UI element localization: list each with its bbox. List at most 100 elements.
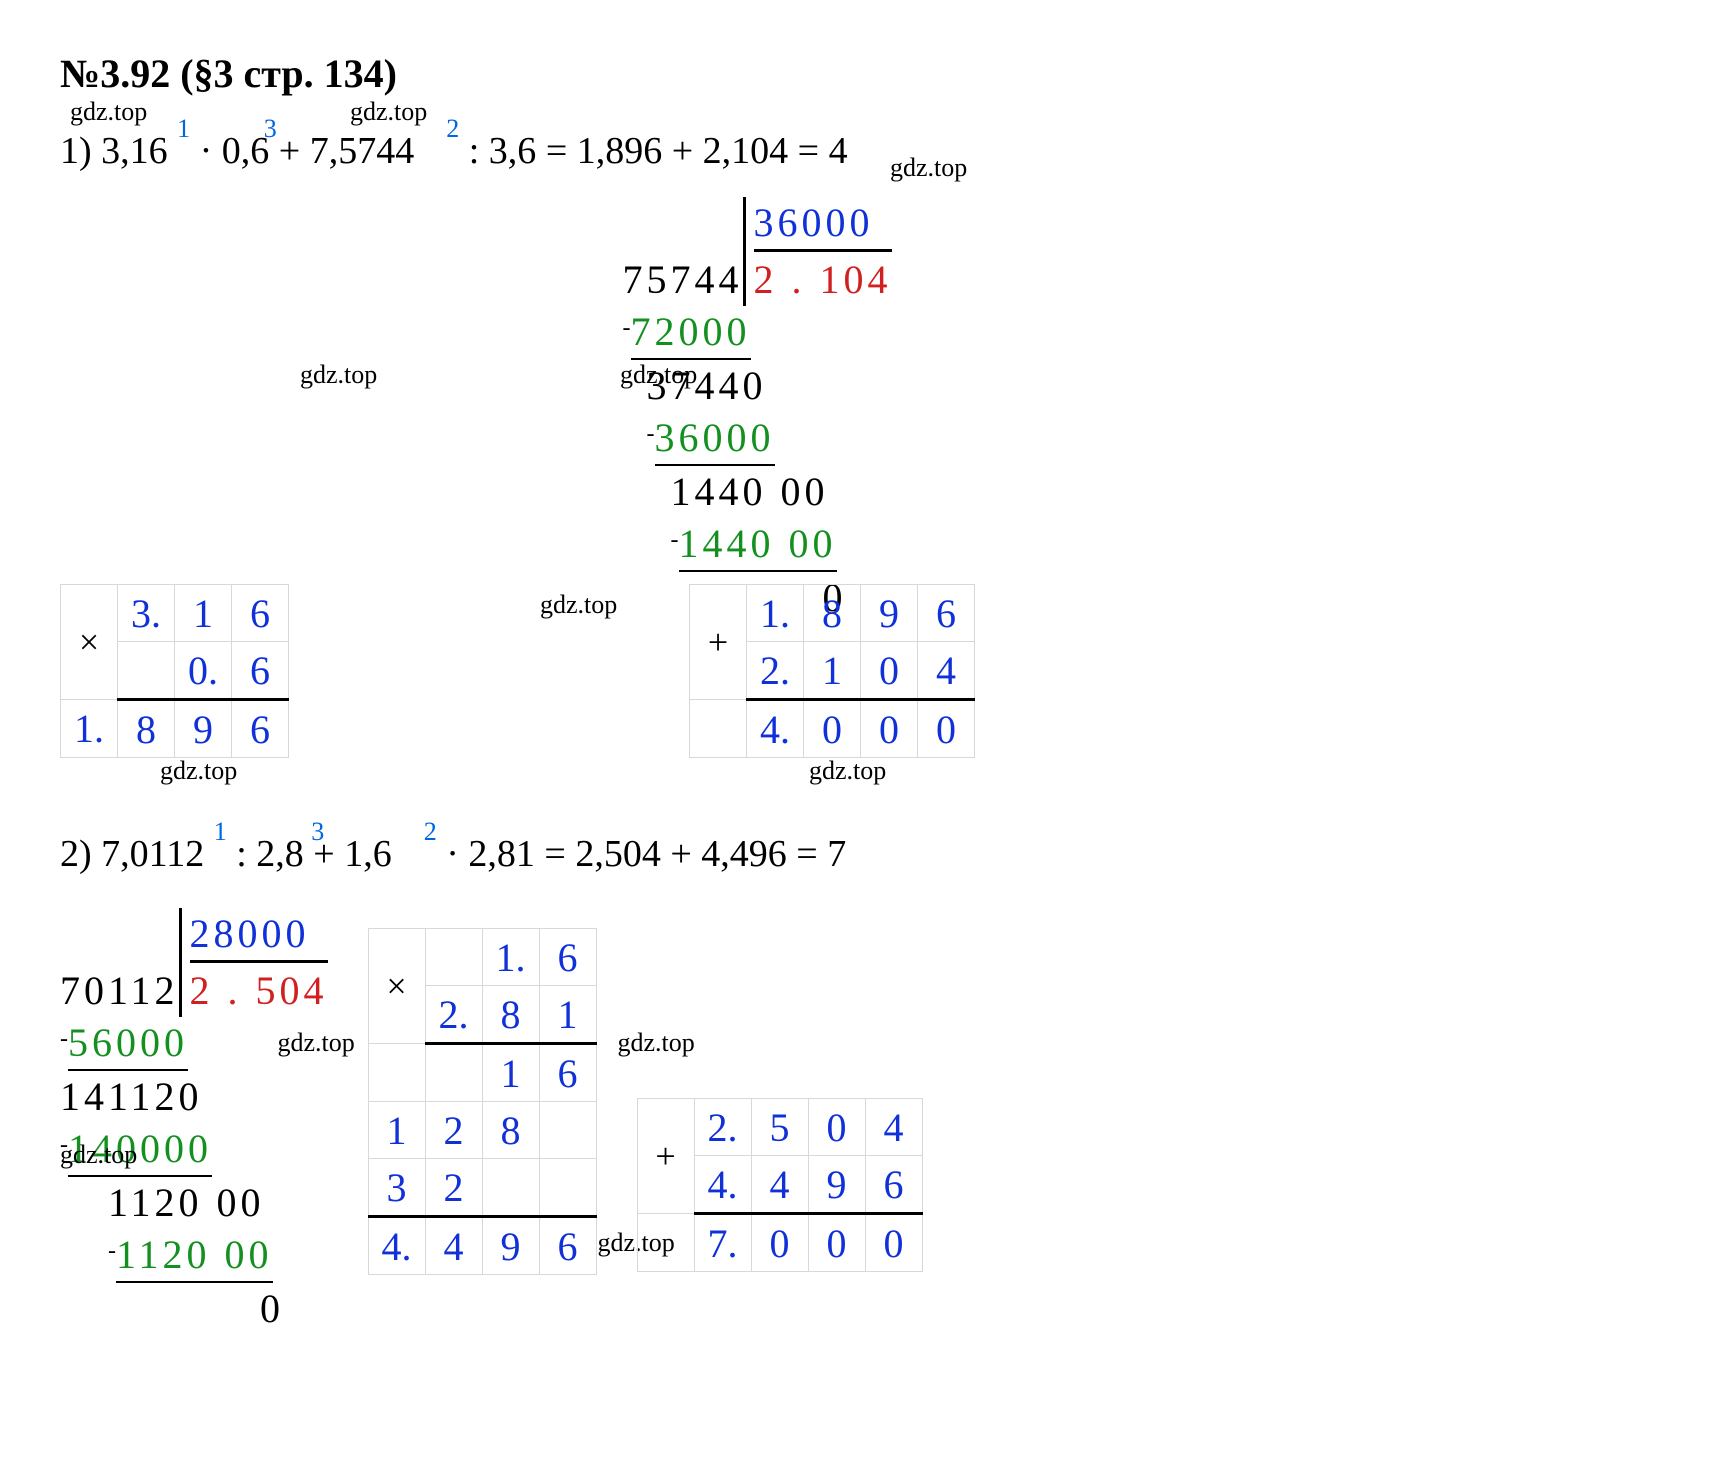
- addition-2: + 2. 5 0 4 4. 4 9 6 7. 0 0 0: [637, 1098, 923, 1272]
- digit: 8: [804, 585, 861, 642]
- watermark: gdz.top: [278, 1028, 355, 1058]
- watermark: gdz.top: [618, 1028, 695, 1058]
- digit: 0: [808, 1214, 865, 1272]
- digit: 2: [425, 1159, 482, 1217]
- dividend: 75744: [623, 254, 743, 306]
- digit: 1: [175, 585, 232, 642]
- eq-text: : 3,6: [469, 130, 537, 172]
- digit: 6: [232, 585, 289, 642]
- digit: 0: [751, 1214, 808, 1272]
- digit: 6: [918, 585, 975, 642]
- multiplication-2: × 1. 6 2. 8 1 1 6 1 2 8 3 2 4.: [368, 928, 597, 1275]
- watermark: gdz.top: [350, 97, 427, 127]
- digit: [690, 700, 747, 758]
- quotient: 2 . 104: [754, 249, 892, 306]
- digit: 8: [482, 1102, 539, 1159]
- digit: [637, 1214, 694, 1272]
- eq-text: 1) 3,16: [60, 130, 168, 172]
- digit: 0: [804, 700, 861, 758]
- order-superscript: 3: [264, 114, 277, 143]
- digit: 9: [861, 585, 918, 642]
- digit: 0.: [175, 642, 232, 700]
- digit: 4: [865, 1099, 922, 1156]
- digit: [425, 929, 482, 986]
- digit: 4.: [747, 700, 804, 758]
- watermark: gdz.top: [70, 97, 147, 127]
- digit: [539, 1159, 596, 1217]
- digit: [539, 1102, 596, 1159]
- eq-text: 2) 7,0112: [60, 833, 204, 875]
- long-division-2: 70112280002 . 504 -56000141120-140000112…: [60, 908, 328, 1335]
- digit: [368, 1044, 425, 1102]
- eq-text: · 2,81: [446, 833, 535, 875]
- watermark: gdz.top: [540, 590, 617, 620]
- quotient: 2 . 504: [190, 960, 328, 1017]
- division-steps: -56000141120-1400001120 00-1120 000: [60, 1017, 328, 1335]
- multiplication-1: × 3. 1 6 0. 6 1. 8 9 6: [60, 584, 289, 758]
- operator: +: [690, 585, 747, 700]
- digit: 4: [918, 642, 975, 700]
- digit: 0: [918, 700, 975, 758]
- digit: 4.: [694, 1156, 751, 1214]
- equation-2: 2) 7,0112 1 : 2,8 + 1,6 3 2 · 2,81 = 2,5…: [60, 808, 1654, 878]
- digit: [425, 1044, 482, 1102]
- operator: +: [637, 1099, 694, 1214]
- dividend: 70112: [60, 965, 179, 1017]
- watermark: gdz.top: [60, 1138, 137, 1172]
- digit: 6: [539, 1217, 596, 1275]
- digit: 9: [482, 1217, 539, 1275]
- digit: 1.: [747, 585, 804, 642]
- digit: 1: [539, 986, 596, 1044]
- operator: ×: [61, 585, 118, 700]
- digit: 2.: [747, 642, 804, 700]
- digit: 2.: [694, 1099, 751, 1156]
- digit: 9: [808, 1156, 865, 1214]
- digit: 6: [232, 700, 289, 758]
- digit: 0: [865, 1214, 922, 1272]
- digit: 4: [425, 1217, 482, 1275]
- digit: [482, 1159, 539, 1217]
- problem-title: №3.92 (§3 стр. 134): [60, 50, 1654, 97]
- digit: 6: [865, 1156, 922, 1214]
- digit: 6: [539, 929, 596, 986]
- digit: 0: [861, 642, 918, 700]
- digit: 9: [175, 700, 232, 758]
- digit: 1: [804, 642, 861, 700]
- watermark: gdz.top: [620, 360, 697, 390]
- watermark: gdz.top: [809, 756, 886, 786]
- equation-1: gdz.top gdz.top gdz.top 1) 3,16 1 · 0,6 …: [60, 105, 1654, 185]
- addition-1: + 1. 8 9 6 2. 1 0 4 4. 0 0 0: [689, 584, 975, 758]
- digit: 0: [808, 1099, 865, 1156]
- watermark: gdz.top: [300, 360, 377, 390]
- eq-text: = 1,896 + 2,104 = 4: [546, 130, 848, 172]
- eq-text: · 0,6 + 7,5744: [200, 130, 415, 172]
- digit: 1: [368, 1102, 425, 1159]
- digit: 2.: [425, 986, 482, 1044]
- digit: 0: [861, 700, 918, 758]
- watermark: gdz.top: [160, 756, 237, 786]
- digit: 3: [368, 1159, 425, 1217]
- digit: 1: [482, 1044, 539, 1102]
- digit: 8: [118, 700, 175, 758]
- digit: 4: [751, 1156, 808, 1214]
- operator: ×: [368, 929, 425, 1044]
- digit: 1.: [482, 929, 539, 986]
- order-superscript: 2: [446, 114, 459, 143]
- order-superscript: 1: [214, 817, 227, 846]
- order-superscript: 3: [311, 817, 324, 846]
- digit: 5: [751, 1099, 808, 1156]
- divisor: 36000: [754, 200, 874, 245]
- digit: 6: [539, 1044, 596, 1102]
- watermark: gdz.top: [890, 153, 967, 183]
- eq-text: = 2,504 + 4,496 = 7: [544, 833, 846, 875]
- digit: 2: [425, 1102, 482, 1159]
- order-superscript: 2: [424, 817, 437, 846]
- digit: 1.: [61, 700, 118, 758]
- digit: 7.: [694, 1214, 751, 1272]
- digit: 6: [232, 642, 289, 700]
- divisor: 28000: [190, 911, 310, 956]
- digit: [118, 642, 175, 700]
- digit: 3.: [118, 585, 175, 642]
- digit: 4.: [368, 1217, 425, 1275]
- digit: 8: [482, 986, 539, 1044]
